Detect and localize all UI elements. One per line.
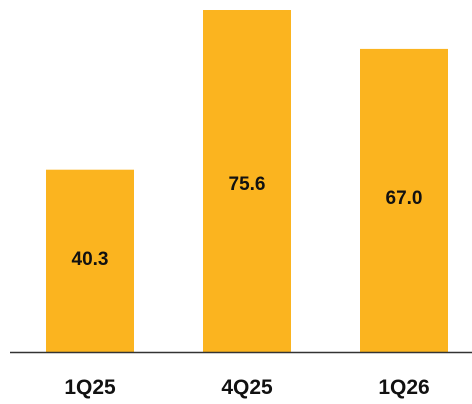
data-labels-layer: 40.3 75.6 67.0 [72,174,423,270]
x-tick-4q25: 4Q25 [221,376,273,399]
x-axis-tick-labels: 1Q25 4Q25 1Q26 [64,376,429,399]
bar-1q26 [360,48,448,353]
bar-1q25 [46,169,134,352]
data-label-1q26: 67.0 [386,188,423,209]
data-label-1q25: 40.3 [72,249,109,270]
x-tick-1q25: 1Q25 [64,376,116,399]
bars-layer [46,10,448,353]
bar-4q25 [203,10,291,352]
data-label-4q25: 75.6 [229,174,266,195]
x-tick-1q26: 1Q26 [378,376,429,399]
